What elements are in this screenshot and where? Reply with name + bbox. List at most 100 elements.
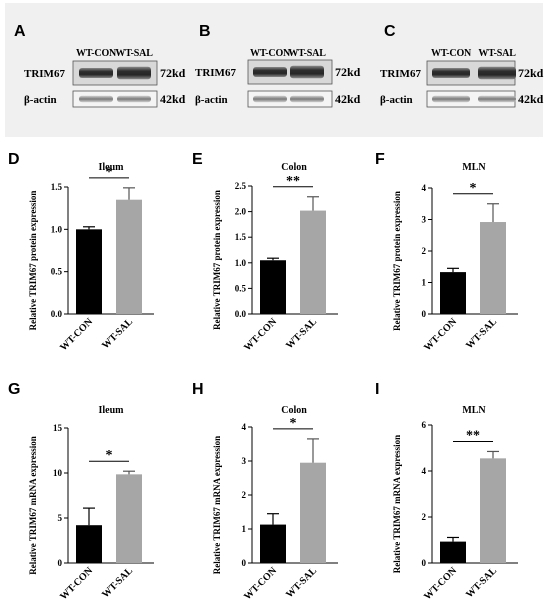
blot-band bbox=[290, 95, 324, 103]
y-tick-label: 2.0 bbox=[235, 207, 247, 217]
blot-band bbox=[478, 95, 516, 103]
y-tick-label: 4 bbox=[422, 183, 427, 193]
bar-wt-sal bbox=[480, 458, 506, 563]
lane-label-wt-sal: WT-SAL bbox=[115, 48, 153, 59]
chart-title: Colon bbox=[281, 405, 307, 416]
category-label-wt-con: WT-CON bbox=[242, 565, 280, 603]
y-axis-label: Relative TRIM67 mRNA expression bbox=[392, 435, 402, 573]
size-label: 72kd bbox=[335, 65, 361, 79]
bar-wt-con bbox=[440, 272, 466, 314]
significance-marker: * bbox=[470, 181, 477, 196]
blot-panel-a: A WT-CON WT-SAL TRIM67 72kd β-actin 42kd bbox=[14, 23, 186, 108]
bar-wt-con bbox=[260, 524, 286, 563]
significance-marker: ** bbox=[286, 174, 300, 189]
category-label-wt-con: WT-CON bbox=[422, 316, 460, 354]
category-label-wt-sal: WT-SAL bbox=[284, 316, 319, 351]
panel-letter: F bbox=[375, 151, 385, 168]
y-tick-label: 6 bbox=[422, 420, 427, 430]
y-tick-label: 3 bbox=[422, 215, 427, 225]
chart-title: Colon bbox=[281, 162, 307, 173]
y-tick-label: 10 bbox=[53, 468, 63, 478]
category-label-wt-con: WT-CON bbox=[422, 565, 460, 603]
y-tick-label: 0.0 bbox=[51, 309, 63, 319]
blot-band bbox=[79, 67, 113, 79]
y-tick-label: 1 bbox=[422, 278, 427, 288]
size-label: 42kd bbox=[160, 92, 186, 106]
blot-band bbox=[432, 67, 470, 79]
panel-letter: B bbox=[199, 23, 211, 40]
y-tick-label: 1.5 bbox=[235, 232, 247, 242]
significance-marker: * bbox=[106, 165, 113, 180]
category-label-wt-sal: WT-SAL bbox=[464, 316, 499, 351]
category-label-wt-con: WT-CON bbox=[242, 316, 280, 354]
y-tick-label: 1.0 bbox=[51, 224, 63, 234]
lane-label-wt-con: WT-CON bbox=[76, 48, 117, 59]
y-tick-label: 4 bbox=[242, 422, 247, 432]
chart-h: H Colon 0 1 2 3 4 Relative TRIM67 mRNA expressi… bbox=[192, 381, 338, 602]
y-tick-label: 5 bbox=[58, 513, 63, 523]
blot-band bbox=[432, 95, 470, 103]
blot-band bbox=[117, 95, 151, 103]
protein-label-trim67: TRIM67 bbox=[380, 68, 421, 80]
y-tick-label: 0 bbox=[422, 309, 427, 319]
y-tick-label: 0.5 bbox=[51, 267, 63, 277]
protein-label-beta-actin: β-actin bbox=[24, 94, 57, 106]
y-tick-label: 0 bbox=[242, 558, 247, 568]
chart-g: G Ileum 0 5 10 15 Relative TRIM67 mRNA express… bbox=[8, 381, 154, 602]
chart-title: MLN bbox=[462, 162, 486, 173]
bar-wt-con bbox=[260, 260, 286, 314]
panel-letter: C bbox=[384, 23, 396, 40]
size-label: 72kd bbox=[518, 66, 544, 80]
bar-wt-sal bbox=[116, 474, 142, 563]
y-tick-label: 0.5 bbox=[235, 283, 247, 293]
blot-membrane bbox=[72, 90, 158, 108]
panel-letter: I bbox=[375, 381, 379, 398]
size-label: 42kd bbox=[335, 92, 361, 106]
blot-band bbox=[253, 95, 287, 103]
chart-d: D Ileum 0.0 0.5 1.0 1.5 Relative TRIM67 protei… bbox=[8, 151, 154, 353]
protein-label-beta-actin: β-actin bbox=[380, 94, 413, 106]
blot-panel-c: C WT-CON WT-SAL TRIM67 72kd β-actin 42kd bbox=[380, 23, 544, 108]
lane-label-wt-sal: WT-SAL bbox=[288, 48, 326, 59]
blot-band bbox=[290, 65, 324, 79]
chart-title: Ileum bbox=[99, 405, 125, 416]
y-tick-label: 2 bbox=[422, 512, 427, 522]
y-axis-label: Relative TRIM67 protein expression bbox=[392, 191, 402, 331]
y-tick-label: 2.5 bbox=[235, 181, 247, 191]
y-tick-label: 15 bbox=[53, 423, 63, 433]
significance-marker: * bbox=[106, 448, 113, 463]
blot-band bbox=[478, 66, 516, 80]
lane-label-wt-con: WT-CON bbox=[250, 48, 291, 59]
protein-label-trim67: TRIM67 bbox=[24, 68, 65, 80]
category-label-wt-sal: WT-SAL bbox=[100, 316, 135, 351]
chart-f: F MLN 0 1 2 3 4 Relative TRIM67 protein express… bbox=[375, 151, 518, 353]
category-label-wt-sal: WT-SAL bbox=[100, 565, 135, 600]
significance-marker: ** bbox=[466, 428, 480, 443]
blot-band bbox=[79, 95, 113, 103]
y-tick-label: 0 bbox=[422, 558, 427, 568]
panel-letter: H bbox=[192, 381, 204, 398]
panel-letter: D bbox=[8, 151, 20, 168]
y-tick-label: 4 bbox=[422, 466, 427, 476]
bar-wt-sal bbox=[300, 210, 326, 314]
bar-wt-con bbox=[76, 229, 102, 314]
category-label-wt-con: WT-CON bbox=[58, 316, 96, 354]
protein-label-beta-actin: β-actin bbox=[195, 94, 228, 106]
protein-label-trim67: TRIM67 bbox=[195, 67, 236, 79]
y-tick-label: 3 bbox=[242, 456, 247, 466]
y-tick-label: 2 bbox=[422, 246, 427, 256]
chart-e: E Colon 0.0 0.5 1.0 1.5 2.0 2.5 Relative TRIM67 … bbox=[192, 151, 338, 353]
bar-wt-con bbox=[440, 541, 466, 563]
y-tick-label: 2 bbox=[242, 490, 247, 500]
category-label-wt-sal: WT-SAL bbox=[464, 565, 499, 600]
chart-title: Ileum bbox=[99, 162, 125, 173]
size-label: 72kd bbox=[160, 66, 186, 80]
y-axis-label: Relative TRIM67 protein expression bbox=[28, 191, 38, 331]
bar-wt-sal bbox=[480, 222, 506, 314]
y-tick-label: 0 bbox=[58, 558, 63, 568]
bar-wt-sal bbox=[300, 462, 326, 563]
y-axis-label: Relative TRIM67 mRNA expression bbox=[212, 436, 222, 574]
size-label: 42kd bbox=[518, 92, 544, 106]
